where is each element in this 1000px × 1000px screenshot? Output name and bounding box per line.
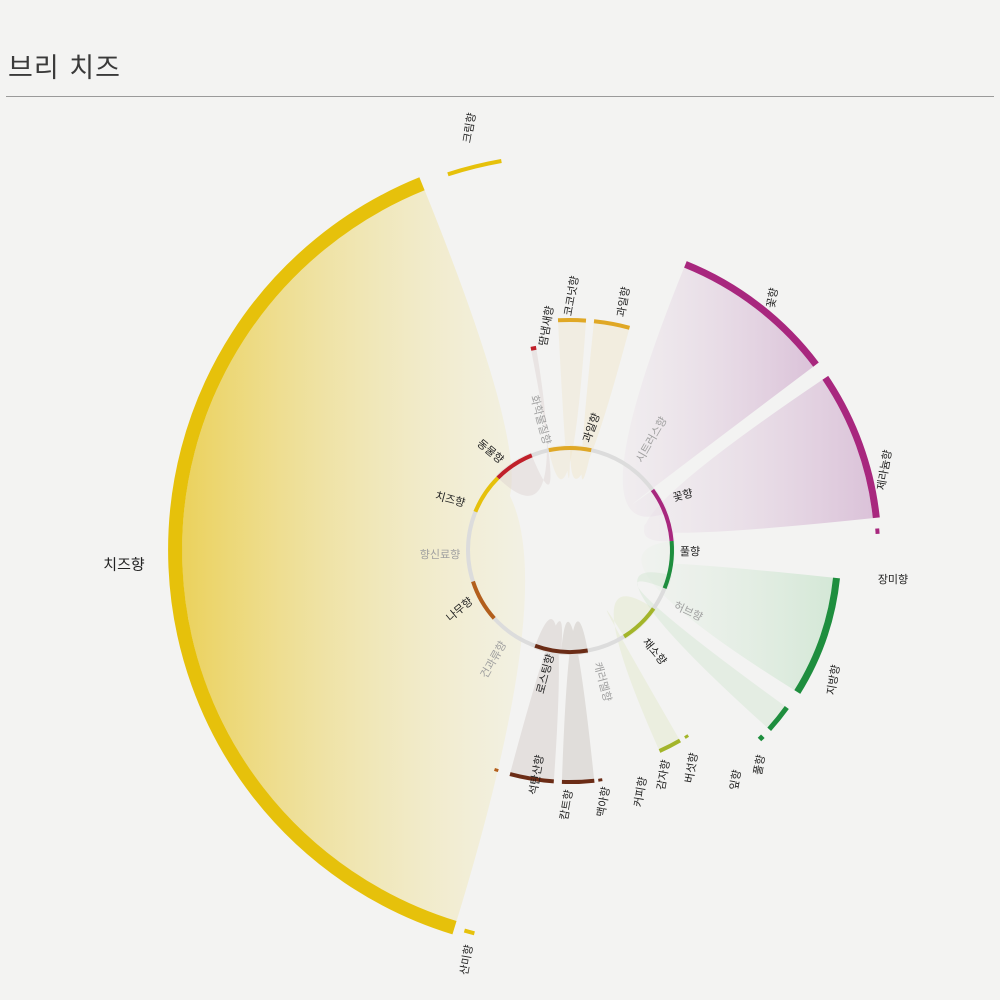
outer-label-mushroom: 버섯향: [682, 752, 700, 784]
outer-label-grass2: 풀향: [751, 754, 767, 776]
inner-ring: [466, 445, 674, 654]
inner-label-flower: 꽃향: [671, 487, 694, 505]
ribbon-caramel: [510, 618, 563, 780]
outer-label-potato: 감자향: [654, 759, 672, 791]
inner-label-chem: 화학물질향: [528, 394, 554, 446]
outer-arc-cheese_big: [168, 177, 457, 935]
outer-arc-fatty: [794, 577, 840, 694]
outer-arc-leaf: [757, 734, 765, 742]
inner-arc-wood: [471, 580, 496, 620]
inner-arc-roast: [534, 643, 589, 654]
outer-label-malt: 맥아향: [594, 786, 612, 818]
inner-arc-cheese: [473, 476, 500, 513]
outer-label-sweat: 땀냄새향: [537, 305, 557, 347]
inner-label-spice: 향신료향: [420, 548, 460, 561]
ribbon-grass: [636, 572, 785, 728]
ribbon-cheese: [182, 190, 526, 922]
outer-arc-smoke: [494, 767, 499, 773]
outer-arc-floral: [684, 261, 819, 367]
outer-arc-sour: [463, 928, 475, 936]
outer-label-sour: 산미향: [457, 944, 475, 976]
outer-arc-coconut: [557, 318, 587, 323]
inner-arc-fruit: [548, 445, 592, 453]
outer-arc-potato: [658, 738, 682, 753]
outer-arc-malt: [561, 778, 595, 785]
inner-arc-animal: [496, 453, 533, 480]
outer-label-leaf: 잎향: [727, 769, 743, 791]
outer-arc-caramel2: [509, 772, 554, 784]
title-divider: [6, 96, 994, 97]
ribbon-fatty: [641, 540, 834, 691]
ribbon-coconut: [548, 321, 586, 480]
outer-label-cream: 크림향: [460, 112, 478, 144]
outer-label-geranium: 제라늄향: [875, 449, 895, 491]
inner-label-caramel: 캐러멜향: [591, 661, 614, 703]
outer-ring: [168, 159, 880, 936]
outer-arc-coffee: [598, 778, 603, 782]
outer-label-caramel2: 캄트향: [557, 789, 575, 821]
outer-arc-fruit2: [593, 319, 631, 330]
outer-label-floral: 꽃향: [764, 287, 780, 309]
outer-arc-mushroom: [684, 734, 690, 739]
outer-label-fruit2: 과일향: [613, 286, 632, 318]
inner-arc-flower: [650, 488, 674, 542]
outer-arc-grass2: [767, 706, 789, 731]
inner-label-grass: 풀향: [680, 545, 700, 558]
outer-arc-cream: [447, 159, 502, 177]
inner-arc-veg: [623, 607, 656, 639]
ribbon-sweat: [495, 349, 551, 496]
outer-label-cheese_big: 치즈향: [103, 556, 145, 574]
inner-label-veg: 채소향: [640, 636, 669, 668]
page-title: 브리 치즈: [8, 53, 121, 84]
ribbon-fruit: [570, 323, 630, 480]
outer-label-coconut: 코코넛향: [562, 275, 582, 317]
inner-arc-grass: [662, 540, 674, 589]
outer-label-rose: 장미향: [878, 573, 908, 586]
chord-ribbons: [182, 190, 873, 922]
outer-arc-sweat: [530, 345, 537, 351]
ribbon-geranium: [643, 379, 873, 542]
ribbon-floral: [622, 267, 814, 517]
outer-arc-geranium: [822, 375, 880, 519]
outer-label-coffee: 커피향: [631, 776, 649, 808]
outer-label-fatty: 지방향: [824, 664, 842, 696]
ribbon-malt: [560, 621, 595, 780]
